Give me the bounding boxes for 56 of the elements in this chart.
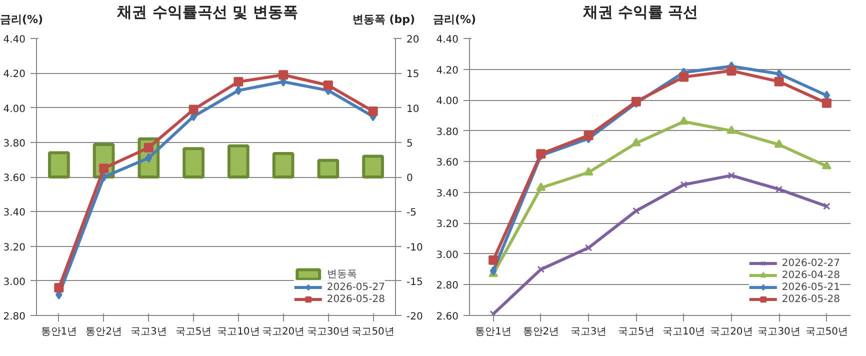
x-tick-label: 국고3년	[570, 326, 607, 338]
x-tick-label: 통안2년	[522, 326, 560, 338]
x-tick-label: 국고30년	[758, 326, 800, 338]
y-tick-label: 3.40	[3, 208, 26, 219]
y2-axis-title: 변동폭 (bp)	[352, 12, 415, 28]
y-tick-label: 3.40	[436, 188, 458, 200]
y-tick-label: 4.00	[436, 96, 458, 108]
y-tick-label: 3.00	[3, 276, 26, 288]
legend-label: 2026-05-28	[782, 293, 840, 305]
x-tick-label: 국고3년	[130, 326, 167, 338]
legend-label: 2026-05-28	[326, 293, 385, 305]
y2-tick-label: -20	[406, 312, 423, 322]
y-tick-label: 3.00	[436, 250, 458, 261]
y-tick-label: 4.00	[3, 104, 26, 115]
y2-tick-label: 15	[406, 69, 420, 80]
y2-tick-label: 0	[406, 173, 413, 184]
y-tick-label: 2.60	[436, 312, 458, 322]
y-tick-label: 3.80	[436, 126, 458, 138]
x-tick-label: 국고20년	[262, 326, 305, 338]
y2-tick-label: -5	[406, 208, 416, 219]
y2-tick-label: -10	[406, 242, 423, 254]
y-tick-label: 4.40	[436, 34, 458, 46]
x-tick-label: 통안1년	[475, 326, 512, 338]
x-tick-label: 국고5년	[618, 326, 654, 338]
legend-label: 2026-02-27	[782, 257, 840, 269]
x-tick-label: 국고50년	[352, 326, 394, 338]
chart-title: 채권 수익률 곡선	[582, 2, 698, 23]
y2-tick-label: 10	[406, 104, 420, 115]
chart-title: 채권 수익률곡선 및 변동폭	[117, 2, 298, 23]
y-tick-label: 3.60	[3, 173, 26, 184]
x-tick-label: 국고20년	[710, 326, 753, 338]
y-axis-title: 금리(%)	[433, 12, 476, 28]
y2-tick-label: -15	[406, 276, 423, 288]
y-tick-label: 4.20	[3, 69, 26, 80]
legend-label: 2026-05-27	[326, 281, 385, 293]
legend-label: 변동폭	[326, 268, 357, 281]
legend-label: 2026-05-21	[782, 281, 840, 293]
legend-label: 2026-04-28	[782, 269, 840, 281]
y-tick-label: 4.40	[3, 34, 26, 46]
x-tick-label: 국고10년	[662, 326, 706, 338]
x-tick-label: 국고30년	[306, 326, 350, 338]
x-tick-label: 국고50년	[805, 326, 848, 338]
x-tick-label: 국고10년	[217, 326, 260, 338]
x-tick-label: 통안2년	[86, 326, 122, 338]
y2-tick-label: 20	[406, 34, 420, 46]
y-tick-label: 3.20	[3, 242, 26, 254]
y-tick-label: 3.80	[3, 138, 26, 150]
y-tick-label: 2.80	[436, 280, 458, 292]
y2-tick-label: 5	[406, 138, 413, 150]
y-tick-label: 4.20	[436, 65, 458, 76]
x-tick-label: 국고5년	[175, 326, 212, 338]
y-axis-title: 금리(%)	[0, 12, 44, 28]
y-tick-label: 3.60	[436, 158, 458, 169]
x-tick-label: 통안1년	[40, 326, 78, 338]
y-tick-label: 3.20	[436, 219, 458, 230]
y-tick-label: 2.80	[3, 312, 26, 322]
